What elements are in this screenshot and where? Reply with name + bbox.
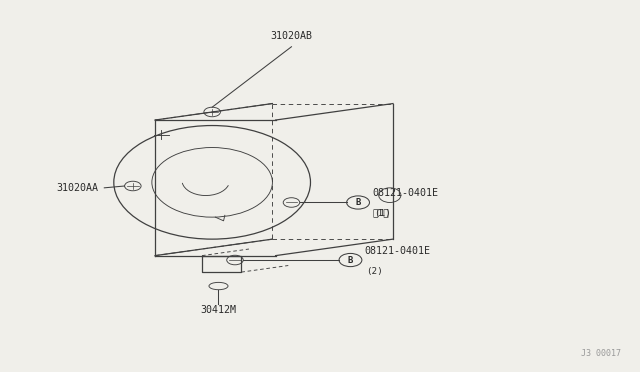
Text: J3 00017: J3 00017 xyxy=(581,349,621,358)
Text: (2): (2) xyxy=(366,267,383,276)
Text: B: B xyxy=(348,256,353,264)
Text: 30412M: 30412M xyxy=(200,305,237,315)
Text: 08121-0401E: 08121-0401E xyxy=(364,246,431,256)
Text: 08121-0401E: 08121-0401E xyxy=(372,188,438,198)
Text: B: B xyxy=(355,198,361,207)
Text: 31020AB: 31020AB xyxy=(271,31,312,41)
Text: 、1。: 、1。 xyxy=(372,208,389,217)
Text: (1): (1) xyxy=(374,209,391,218)
Text: 31020AA: 31020AA xyxy=(57,183,99,193)
